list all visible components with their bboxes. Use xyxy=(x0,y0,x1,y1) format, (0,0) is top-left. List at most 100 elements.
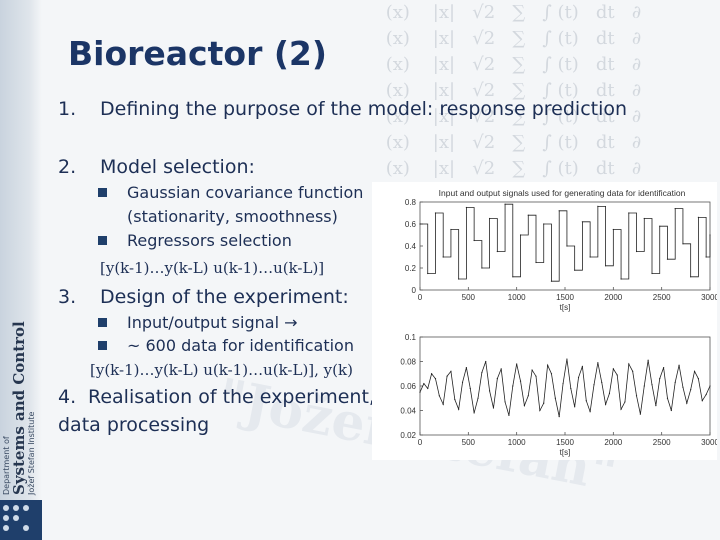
data-point xyxy=(419,223,421,225)
data-point xyxy=(655,405,657,407)
data-point xyxy=(697,378,699,380)
x-tick-label: 0 xyxy=(418,293,423,302)
square-bullet-icon xyxy=(98,188,107,197)
experiment-bullet-2: ~ 600 data for identification xyxy=(98,335,354,357)
data-point xyxy=(651,272,653,275)
y-tick-label: 0.6 xyxy=(405,220,417,229)
data-point xyxy=(469,387,471,390)
data-point xyxy=(496,250,498,253)
data-point xyxy=(477,397,479,399)
data-point xyxy=(523,405,525,407)
y-tick-label: 0.08 xyxy=(400,358,416,367)
data-point xyxy=(605,265,607,267)
data-point xyxy=(601,381,603,383)
data-point xyxy=(705,256,707,258)
x-tick-label: 500 xyxy=(462,438,476,447)
item-text: Realisation of the experiment, xyxy=(88,386,375,408)
x-tick-label: 3000 xyxy=(701,438,717,447)
x-tick-label: 3000 xyxy=(701,293,717,302)
data-point xyxy=(512,385,514,387)
y-tick-label: 0.04 xyxy=(400,407,416,416)
data-point xyxy=(693,370,696,372)
plot-frame xyxy=(419,336,711,436)
item-number: 4. xyxy=(58,386,77,408)
data-point xyxy=(419,391,421,393)
data-point xyxy=(543,402,545,404)
data-point xyxy=(473,412,475,414)
experiment-formula: [y(k-1)…y(k-L) u(k-1)…u(k-L)], y(k) xyxy=(90,361,353,379)
list-item-3: 3. Design of the experiment: xyxy=(58,286,349,308)
data-point xyxy=(489,390,491,392)
data-point xyxy=(531,369,533,371)
x-tick-label: 1500 xyxy=(556,293,574,302)
data-point xyxy=(465,206,467,209)
data-point xyxy=(651,384,653,386)
x-tick-label: 2000 xyxy=(604,293,622,302)
data-point xyxy=(589,256,591,258)
data-point xyxy=(481,267,483,269)
x-tick-label: 0 xyxy=(418,438,423,447)
data-point xyxy=(504,203,506,205)
data-point xyxy=(554,397,556,399)
data-point xyxy=(608,392,611,394)
data-point xyxy=(461,381,464,383)
data-point xyxy=(678,364,680,366)
data-point xyxy=(612,228,614,231)
data-point xyxy=(581,221,583,223)
x-axis-label: t[s] xyxy=(560,303,571,312)
data-point xyxy=(508,414,510,416)
data-point xyxy=(442,256,444,258)
experiment-bullet-1: Input/output signal → xyxy=(98,312,298,334)
department-line-2: Systems and Control xyxy=(10,321,28,495)
data-point xyxy=(605,403,607,405)
data-point xyxy=(519,234,522,236)
data-point xyxy=(558,210,560,212)
bullet-text: Input/output signal → xyxy=(127,313,298,332)
data-point xyxy=(512,276,514,278)
data-point xyxy=(674,381,676,383)
data-point xyxy=(709,385,711,387)
data-point xyxy=(558,416,560,418)
data-point xyxy=(500,368,502,370)
data-point xyxy=(701,400,703,402)
data-point xyxy=(481,371,483,374)
y-tick-label: 0.2 xyxy=(405,264,417,273)
data-point xyxy=(427,272,429,275)
data-point xyxy=(666,258,669,260)
data-point xyxy=(597,362,599,364)
series-line xyxy=(420,203,711,282)
bullet-text: Gaussian covariance function xyxy=(127,183,364,202)
bullet-text: Regressors selection xyxy=(127,231,292,250)
data-point xyxy=(589,411,591,413)
data-point xyxy=(489,217,491,220)
data-point xyxy=(635,395,638,397)
data-point xyxy=(527,214,529,216)
data-point xyxy=(547,364,549,366)
data-point xyxy=(690,389,692,391)
data-point xyxy=(574,269,576,271)
slide-title: Bioreactor (2) xyxy=(68,34,327,73)
data-point xyxy=(438,395,440,397)
x-axis-label: t[s] xyxy=(560,448,571,457)
list-item-4-continued: data processing xyxy=(58,414,210,436)
x-tick-label: 1000 xyxy=(508,293,526,302)
data-point xyxy=(574,406,576,408)
x-tick-label: 1500 xyxy=(556,438,574,447)
item-text: Design of the experiment: xyxy=(100,286,349,308)
data-point xyxy=(550,373,553,375)
data-point xyxy=(620,408,622,410)
data-point xyxy=(674,208,676,210)
x-tick-label: 1000 xyxy=(508,438,526,447)
list-item-4: 4. Realisation of the experiment, xyxy=(58,386,375,408)
data-point xyxy=(450,370,452,372)
square-bullet-icon xyxy=(98,341,107,350)
data-point xyxy=(473,239,475,242)
data-point xyxy=(647,359,649,361)
data-point xyxy=(543,223,545,225)
data-point xyxy=(423,382,425,385)
item-text: Defining the purpose of the model: respo… xyxy=(100,98,628,120)
data-point xyxy=(550,280,553,282)
data-point xyxy=(643,385,645,387)
series-line xyxy=(419,358,711,417)
data-point xyxy=(666,397,669,399)
